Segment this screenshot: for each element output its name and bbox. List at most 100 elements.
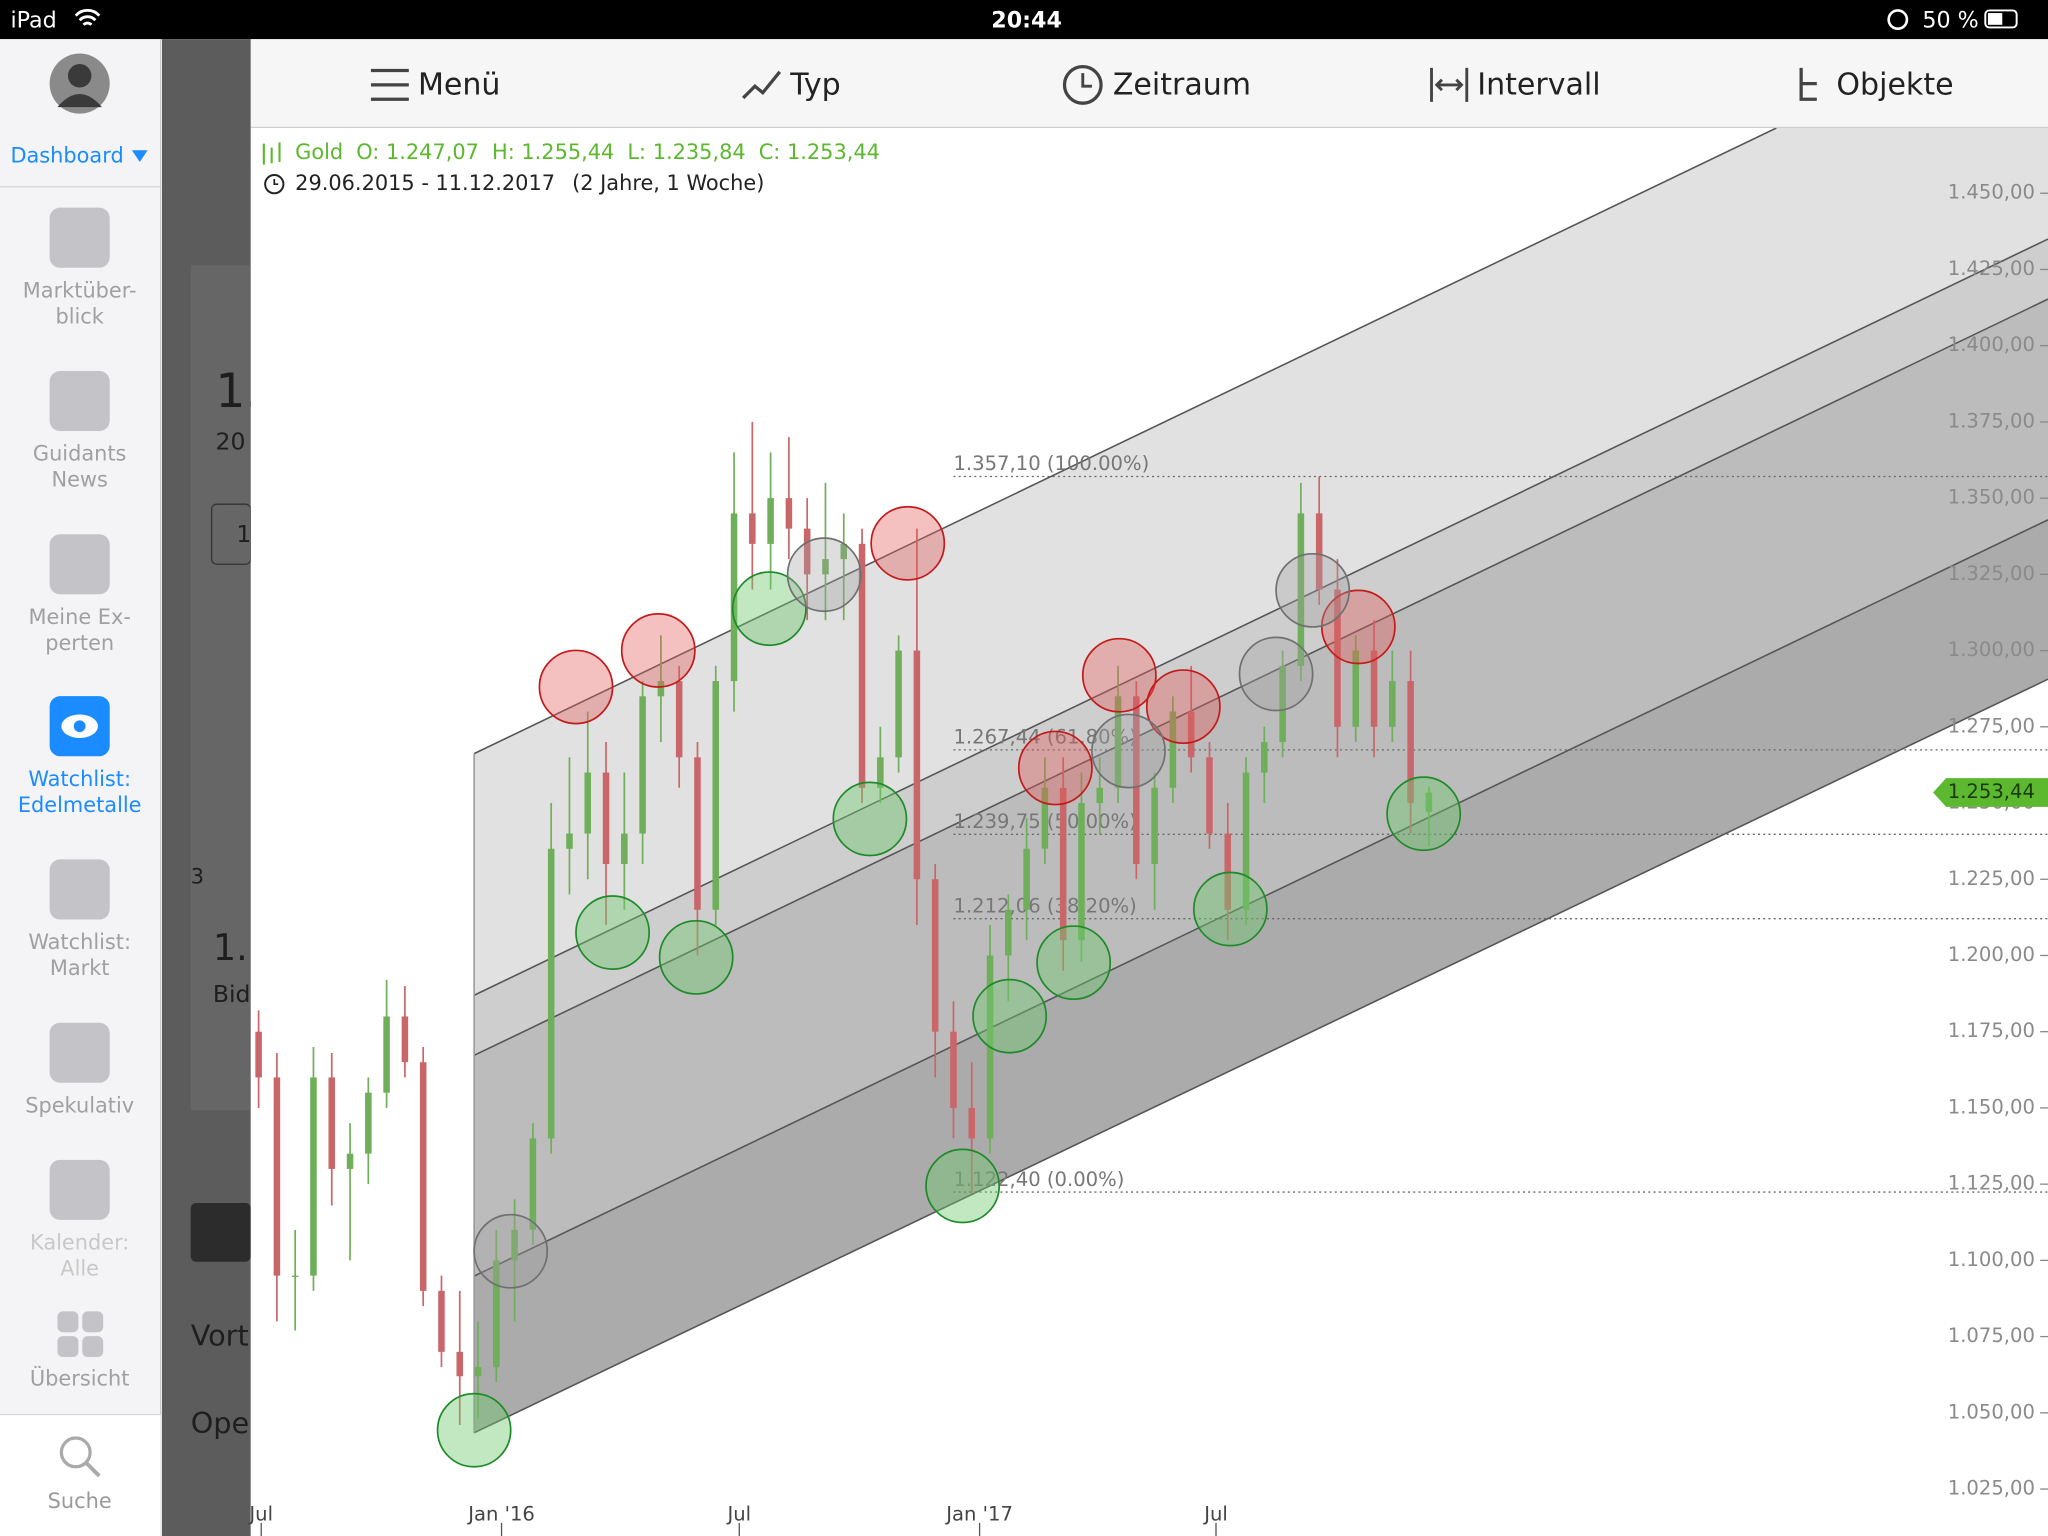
nav-label[interactable]: News: [51, 468, 107, 492]
background-text: 3: [191, 865, 204, 889]
marker-circle: [575, 895, 650, 970]
candle-body: [291, 1275, 299, 1277]
marker-circle: [620, 613, 696, 688]
nav-label[interactable]: perten: [45, 631, 114, 655]
candle-body: [1133, 696, 1140, 865]
candle-body: [1389, 681, 1396, 727]
nav-icon[interactable]: [49, 534, 110, 595]
channel-band: [474, 519, 2048, 1433]
background-text: 1: [236, 520, 251, 548]
y-tick-label: 1.175,00: [1948, 1019, 2035, 1042]
candle-body: [639, 696, 646, 834]
candle-body: [1151, 787, 1158, 865]
toolbar-button[interactable]: Objekte: [1836, 68, 1953, 103]
nav-label[interactable]: Marktüber-: [23, 278, 137, 302]
legend-text: Gold: [295, 140, 343, 164]
nav-label[interactable]: Kalender:: [30, 1230, 129, 1254]
y-tick-label: 1.275,00: [1948, 714, 2035, 737]
nav-label[interactable]: Edelmetalle: [18, 793, 142, 817]
nav-icon[interactable]: [49, 1159, 110, 1220]
nav-label[interactable]: Spekulativ: [25, 1093, 134, 1117]
legend-text: H: 1.255,44: [492, 140, 614, 164]
nav-icon[interactable]: [57, 1311, 79, 1333]
legend-text: O: 1.247,07: [356, 140, 479, 164]
lock-icon: [1887, 9, 1909, 31]
candle-body: [310, 1077, 317, 1276]
background-text: 1.: [213, 926, 248, 969]
background-text: Ope: [191, 1406, 250, 1440]
fib-label: 1.267,44 (61.80%): [953, 726, 1136, 749]
marker-circle: [473, 1213, 549, 1289]
nav-label[interactable]: blick: [55, 304, 104, 328]
candle-body: [749, 513, 756, 544]
channel-band: [474, 299, 2048, 1277]
drawing-objects: 1.357,10 (100.00%)1.267,44 (61.80%)1.239…: [255, 127, 2048, 1468]
marker-circle: [832, 781, 908, 857]
nav-label[interactable]: Meine Ex-: [28, 605, 130, 629]
y-tick-label: 1.025,00: [1948, 1477, 2035, 1500]
candle-body: [1078, 803, 1085, 941]
y-tick-label: 1.150,00: [1948, 1095, 2035, 1118]
nav-label[interactable]: Watchlist:: [28, 767, 131, 791]
candle-body: [767, 498, 774, 544]
toolbar-button[interactable]: Menü: [418, 68, 500, 103]
nav-icon[interactable]: [82, 1336, 104, 1358]
candle-body: [712, 681, 720, 910]
candle-body: [1187, 711, 1195, 758]
nav-label[interactable]: Guidants: [33, 442, 127, 466]
candle-body: [1005, 909, 1012, 956]
candle-body: [895, 650, 902, 758]
candle-body: [1169, 711, 1177, 788]
marker-circle: [786, 537, 862, 613]
nav-icon[interactable]: [82, 1311, 104, 1333]
marker-circle: [731, 571, 807, 647]
sidebar: [0, 39, 161, 1536]
y-tick-label: 1.125,00: [1948, 1172, 2035, 1195]
time-icon-hands: [1081, 73, 1092, 88]
fib-label: 1.212,06 (38.20%): [953, 894, 1136, 917]
nav-icon[interactable]: [49, 859, 110, 920]
candle-body: [1334, 589, 1341, 727]
toolbar-button[interactable]: Intervall: [1477, 68, 1600, 103]
nav-label[interactable]: Alle: [60, 1257, 99, 1281]
search-label[interactable]: Suche: [48, 1489, 112, 1513]
marker-circle: [436, 1392, 512, 1468]
nav-label[interactable]: Watchlist:: [28, 930, 131, 954]
dimmed-card: [190, 265, 251, 1111]
y-tick-label: 1.325,00: [1948, 562, 2035, 585]
candle-body: [346, 1153, 354, 1169]
candle-body: [493, 1260, 500, 1368]
dashboard-link[interactable]: Dashboard: [10, 144, 123, 168]
marker-circle: [1081, 637, 1157, 713]
channel-lines: [473, 127, 2048, 1434]
y-tick-label: 1.350,00: [1948, 486, 2035, 509]
candle-body: [401, 1016, 409, 1063]
candle-body: [419, 1062, 427, 1291]
status-bar: [0, 0, 2048, 40]
marker-circle: [1238, 636, 1314, 712]
nav-icon[interactable]: [49, 370, 110, 432]
y-tick-label: 1.400,00: [1948, 333, 2035, 356]
toolbar-button[interactable]: Typ: [789, 68, 841, 103]
legend-text: C: 1.253,44: [759, 140, 880, 164]
device-name: iPad: [10, 7, 56, 33]
candle-body: [950, 1031, 957, 1108]
candle-body: [383, 1016, 390, 1093]
candle-body: [1315, 513, 1323, 590]
y-tick-label: 1.425,00: [1948, 257, 2035, 280]
candle-body: [803, 528, 811, 575]
nav-icon[interactable]: [57, 1336, 79, 1358]
candle-body: [438, 1290, 445, 1352]
nav-icon[interactable]: [49, 207, 110, 268]
date-period: (2 Jahre, 1 Woche): [572, 171, 764, 195]
marker-circle: [925, 1148, 1001, 1224]
background-text: Bid: [213, 980, 251, 1008]
marker-circle: [1275, 552, 1351, 628]
nav-label[interactable]: Markt: [50, 956, 110, 980]
candle-body: [1114, 696, 1122, 788]
nav-icon[interactable]: [49, 1022, 110, 1083]
type-icon: [742, 70, 782, 100]
nav-label[interactable]: Übersicht: [30, 1365, 130, 1390]
axes: 1.025,00 1.050,00 1.075,00 1.100,00 1.125,00…: [247, 181, 2048, 1536]
toolbar-button[interactable]: Zeitraum: [1113, 68, 1251, 103]
